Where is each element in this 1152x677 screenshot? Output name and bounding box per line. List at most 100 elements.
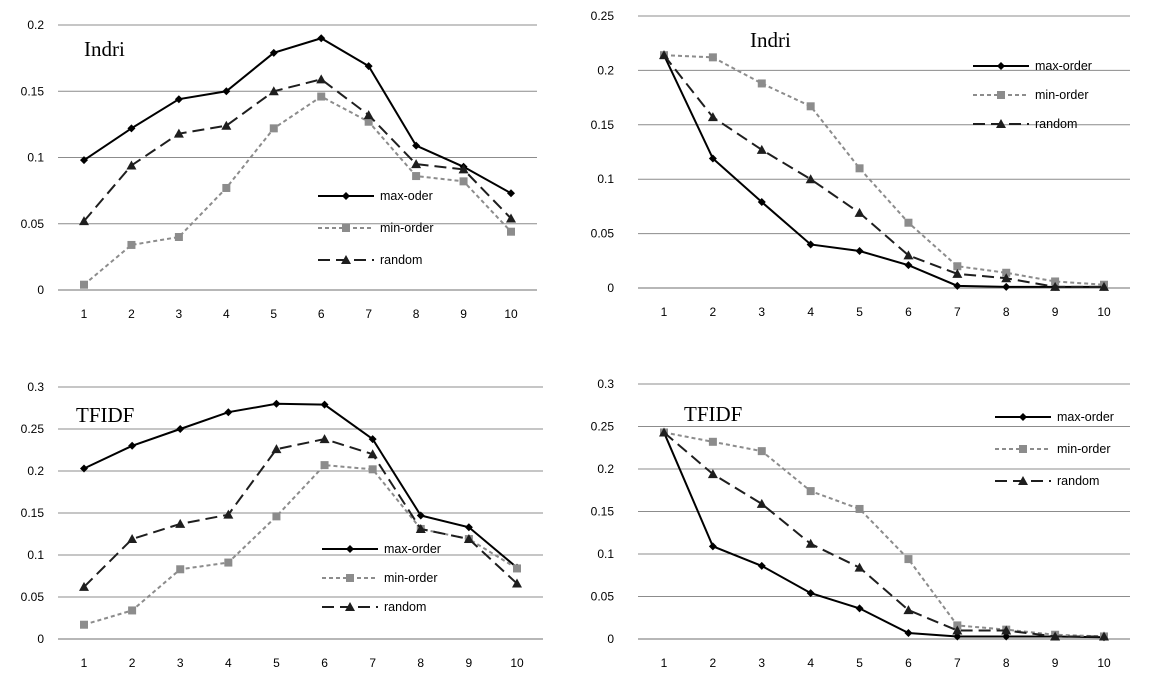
data-point [367, 449, 378, 459]
x-tick-label: 8 [1003, 656, 1010, 670]
legend-marker [1019, 445, 1027, 453]
data-point [364, 62, 373, 71]
series-line-max-oder [83, 37, 512, 195]
data-point [506, 213, 516, 223]
series-line-min-order [663, 54, 1105, 286]
data-point [903, 250, 914, 260]
legend-marker [345, 602, 355, 611]
data-point [173, 128, 184, 138]
data-point [128, 441, 137, 450]
x-tick-label: 5 [273, 656, 280, 670]
data-point [175, 518, 186, 528]
x-tick-label: 5 [856, 305, 863, 319]
data-point [269, 124, 278, 133]
legend-label: min-order [1057, 442, 1111, 456]
data-point [79, 581, 89, 591]
data-point [855, 247, 864, 256]
data-point [1050, 631, 1061, 641]
x-tick-label: 2 [710, 305, 717, 319]
x-tick-label: 3 [758, 305, 765, 319]
data-point [854, 562, 865, 572]
data-point [512, 578, 522, 588]
x-tick-label: 4 [223, 307, 230, 321]
x-tick-label: 1 [661, 305, 668, 319]
data-point [127, 240, 136, 249]
x-tick-label: 4 [225, 656, 232, 670]
x-tick-label: 9 [1052, 656, 1059, 670]
data-point [174, 233, 183, 241]
y-tick-label: 0.05 [21, 590, 45, 604]
y-tick-label: 0 [37, 283, 44, 297]
x-tick-label: 10 [1097, 656, 1111, 670]
legend: max-order min-order random [322, 542, 441, 614]
x-tick-label: 9 [466, 656, 473, 670]
y-tick-label: 0.1 [27, 548, 44, 562]
data-point [953, 621, 962, 630]
data-point [757, 447, 766, 456]
data-point [176, 565, 185, 574]
y-tick-label: 0.2 [597, 63, 614, 77]
x-tick-label: 7 [954, 656, 961, 670]
x-tick-label: 6 [321, 656, 328, 670]
legend-marker [342, 192, 350, 200]
y-tick-label: 0.1 [597, 172, 614, 186]
data-point [272, 399, 281, 408]
series-line-min-order [83, 95, 512, 286]
legend-marker [997, 62, 1005, 70]
data-point [507, 189, 515, 198]
data-point [756, 498, 767, 508]
data-point [459, 177, 468, 186]
data-point [707, 112, 718, 122]
data-point [316, 74, 327, 84]
data-point [221, 120, 232, 130]
legend: max-oder min-order random [318, 189, 434, 267]
x-tick-label: 5 [856, 656, 863, 670]
data-point [806, 487, 815, 496]
data-point [1050, 281, 1061, 291]
x-tick-label: 7 [369, 656, 376, 670]
data-point [757, 561, 766, 570]
data-point [903, 605, 914, 615]
data-point [272, 512, 281, 521]
data-point [1051, 277, 1060, 286]
legend: max-order min-order random [973, 59, 1092, 131]
data-point [513, 564, 521, 573]
legend-marker [1018, 476, 1028, 485]
data-point [855, 604, 864, 613]
x-tick-label: 8 [1003, 305, 1010, 319]
x-tick-label: 8 [413, 307, 420, 321]
data-point [415, 523, 426, 533]
y-tick-label: 0.15 [21, 84, 45, 98]
legend: max-order min-order random [995, 410, 1114, 488]
legend-label: max-order [384, 542, 441, 556]
data-point [1001, 625, 1012, 635]
data-point [416, 511, 425, 520]
data-point [319, 434, 330, 444]
data-point [854, 207, 865, 217]
x-tick-label: 2 [710, 656, 717, 670]
legend-label: min-order [380, 221, 434, 235]
data-point [268, 86, 279, 96]
data-point [368, 435, 377, 444]
y-tick-label: 0.25 [21, 422, 45, 436]
chart-4: 0 0.05 0.1 0.15 0.2 0.25 0.3 1 2 3 4 5 6 7 8 9 10 TFIDF ma… [591, 377, 1130, 670]
data-point [708, 154, 717, 163]
data-point [953, 281, 962, 290]
data-point [707, 469, 718, 479]
x-tick-label: 1 [81, 307, 88, 321]
y-tick-label: 0.05 [21, 217, 45, 231]
y-tick-label: 0.05 [591, 590, 615, 604]
legend-label: random [380, 253, 422, 267]
x-tick-label: 9 [460, 307, 467, 321]
data-point [904, 261, 913, 270]
x-tick-label: 3 [176, 307, 183, 321]
data-point [80, 620, 88, 629]
x-tick-label: 6 [905, 305, 912, 319]
legend-label: max-order [1057, 410, 1114, 424]
data-point [411, 159, 422, 169]
data-point [80, 464, 88, 473]
data-point [464, 523, 473, 532]
data-point [1099, 281, 1109, 291]
data-point [805, 538, 816, 548]
data-point [364, 117, 373, 126]
